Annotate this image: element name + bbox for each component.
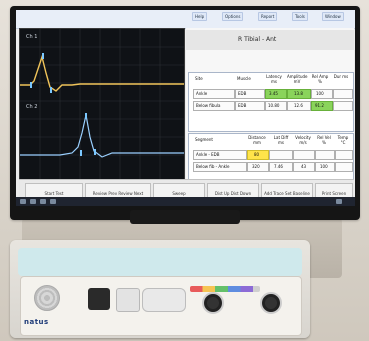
seg2-temp <box>335 162 353 172</box>
row2-muscle: EDB <box>235 101 265 111</box>
waveform-pane[interactable]: Ch 1 Ch 2 <box>19 28 185 180</box>
study-title: R Tibial - Ant <box>238 36 277 43</box>
seg1-temp <box>335 150 353 160</box>
rotary-knob-right[interactable] <box>260 292 282 314</box>
row2-dur <box>333 101 353 111</box>
row2-rel-amp: 91.2 <box>311 101 333 111</box>
segment-table: Segment Distance mm Lat Diff ms Velocity… <box>188 133 354 181</box>
seg2-distance[interactable]: 320 <box>247 162 269 172</box>
menu-report[interactable]: Report <box>258 12 278 21</box>
seg1-label[interactable]: Ankle - EDB <box>193 150 247 160</box>
col-amplitude: Amplitude mV <box>287 74 308 84</box>
row1-site[interactable]: Ankle <box>193 89 235 99</box>
start-icon[interactable] <box>20 199 26 204</box>
row1-muscle: EDB <box>235 89 265 99</box>
row1-amplitude: 13.8 <box>287 89 311 99</box>
seg1-velocity <box>293 150 315 160</box>
speaker-grill-icon <box>34 285 60 311</box>
col-rel-vel: Rel Vel % <box>317 135 331 145</box>
markers <box>30 53 96 156</box>
col-temp: Temp °C <box>337 135 349 145</box>
direction-pad[interactable] <box>142 288 186 312</box>
seg2-rel-vel: 100 <box>315 162 335 172</box>
rotary-knob-left[interactable] <box>202 292 224 314</box>
menu-tools[interactable]: Tools <box>292 12 308 21</box>
menu-bar: Help Options Report Tools Window <box>16 10 355 29</box>
brand-logo: natus <box>24 318 49 326</box>
col-velocity: Velocity m/s <box>295 135 311 145</box>
col-site: Site <box>195 76 203 81</box>
windows-taskbar <box>16 197 355 206</box>
row2-site[interactable]: Below fibula <box>193 101 235 111</box>
waveform-grid <box>20 29 184 179</box>
trace-2 <box>20 114 184 158</box>
tray-icon[interactable] <box>336 199 342 204</box>
row1-latency: 3.45 <box>265 89 287 99</box>
console-top-panel <box>18 248 302 276</box>
seg1-distance[interactable]: 80 <box>247 150 269 160</box>
results-header: R Tibial - Ant <box>186 30 354 50</box>
seg2-velocity: 43 <box>293 162 315 172</box>
col-dur: Dur ms <box>333 74 349 79</box>
col-segment: Segment <box>195 137 213 142</box>
monitor-stand <box>130 210 240 224</box>
col-lat-diff: Lat Diff ms <box>273 135 289 145</box>
col-rel-amp: Rel Amp % <box>311 74 329 84</box>
row1-dur <box>333 89 353 99</box>
left-button-cluster[interactable] <box>88 288 110 310</box>
seg1-lat-diff <box>269 150 293 160</box>
color-indicator-strip <box>190 286 260 292</box>
taskbar-app-icon[interactable] <box>50 199 56 204</box>
results-table: Site Muscle Latency ms Amplitude mV Rel … <box>188 72 354 132</box>
menu-window[interactable]: Window <box>322 12 344 21</box>
menu-options[interactable]: Options <box>222 12 244 21</box>
row1-rel-amp: 100 <box>311 89 333 99</box>
menu-help[interactable]: Help <box>192 12 208 21</box>
monitor-screen: Help Options Report Tools Window <box>16 10 355 206</box>
col-latency: Latency ms <box>266 74 282 84</box>
taskbar-app-icon[interactable] <box>30 199 36 204</box>
row2-latency: 10.80 <box>265 101 287 111</box>
row2-amplitude: 12.6 <box>287 101 311 111</box>
seg2-lat-diff: 7.46 <box>269 162 293 172</box>
trace1-label: Ch 1 <box>26 34 37 40</box>
seg1-rel-vel <box>315 150 335 160</box>
trace2-label: Ch 2 <box>26 104 37 110</box>
waveform-svg: Ch 1 Ch 2 <box>20 29 184 179</box>
seg2-label[interactable]: Below fib - Ankle <box>193 162 247 172</box>
col-distance: Distance mm <box>248 135 266 145</box>
center-button-cluster[interactable] <box>116 288 140 312</box>
col-muscle: Muscle <box>237 76 251 81</box>
trace-1 <box>20 54 184 92</box>
taskbar-app-icon[interactable] <box>40 199 46 204</box>
